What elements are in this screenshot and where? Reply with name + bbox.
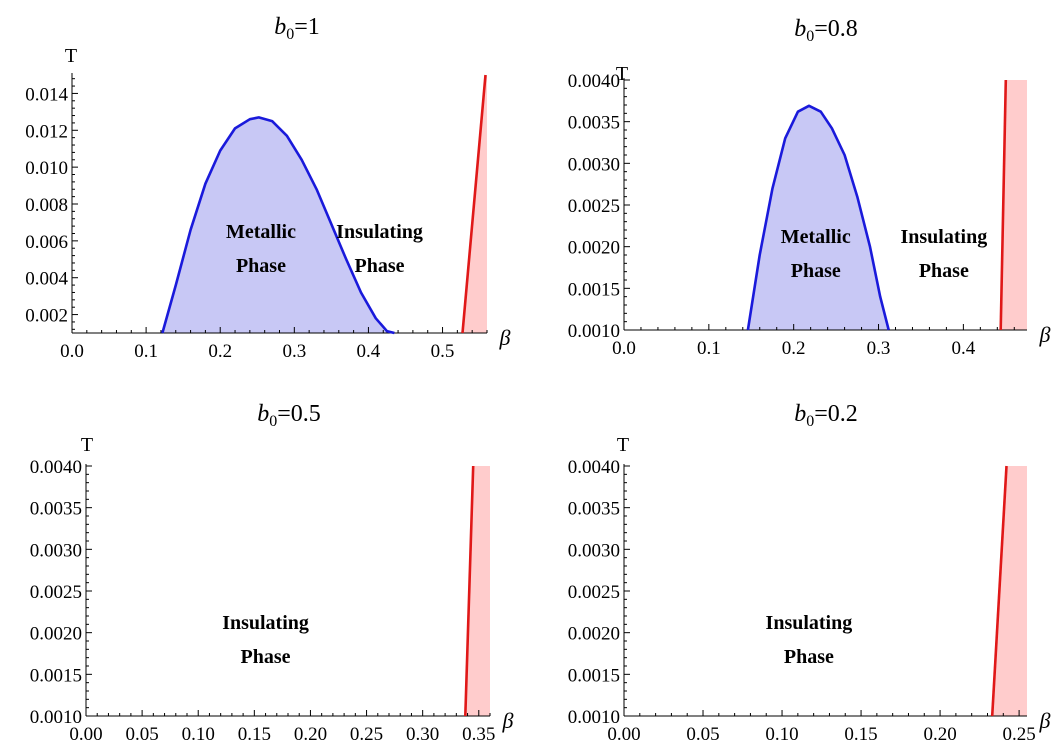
y-tick-label: 0.0015 (568, 665, 620, 686)
panel-title: b0=0.2 (794, 401, 858, 430)
region-annotation: Insulating Phase (766, 612, 853, 668)
x-tick-label: 0.4 (357, 341, 381, 362)
y-tick-label: 0.0030 (568, 154, 620, 175)
x-axis-label: β (1039, 708, 1051, 733)
y-tick-label: 0.0025 (568, 582, 620, 603)
y-tick-label: 0.0035 (568, 499, 620, 520)
y-tick-label: 0.0040 (30, 457, 82, 478)
x-tick-label: 0.0 (60, 341, 84, 362)
metallic-boundary-line (746, 104, 890, 331)
x-tick-label: 0.3 (282, 341, 306, 362)
y-axis-label: T (65, 45, 77, 67)
y-tick-label: 0.0015 (30, 665, 82, 686)
chart-panel-1: 0.0 0.1 0.2 0.3 0.4 0.5 0.002 0.004 0.006 0.008 0.… (25, 14, 510, 362)
x-tick-label: 0.3 (867, 338, 891, 359)
y-tick-label: 0.0020 (30, 624, 82, 645)
x-tick-label: 0.1 (697, 338, 721, 359)
y-tick-label: 0.012 (25, 121, 68, 142)
x-tick-label: 0.05 (686, 724, 719, 745)
y-tick-label: 0.0015 (568, 279, 620, 300)
x-tick-label: 0.20 (294, 724, 327, 745)
metallic-region-fill (747, 105, 889, 330)
x-tick-label: 0.25 (350, 724, 383, 745)
x-tick-label: 0.20 (923, 724, 956, 745)
y-tick-label: 0.002 (25, 306, 68, 327)
insulating-boundary-line (999, 79, 1008, 331)
y-tick-label: 0.014 (25, 84, 68, 105)
x-tick-label: 0.4 (951, 338, 975, 359)
chart-panel-2: 0.0 0.1 0.2 0.3 0.4 0.0010 0.0015 0.0020 0.0025 0… (568, 16, 1051, 359)
y-tick-label: 0.0010 (568, 321, 620, 342)
x-tick-label: 0.5 (431, 341, 455, 362)
y-tick-label: 0.0025 (568, 196, 620, 217)
x-tick-label: 0.00 (69, 724, 102, 745)
metallic-region-fill (162, 117, 395, 334)
x-tick-label: 0.05 (125, 724, 158, 745)
x-tick-label: 0.15 (238, 724, 271, 745)
y-tick-label: 0.006 (25, 232, 68, 253)
region-annotation: Metallic Phase (781, 226, 851, 282)
y-tick-label: 0.0040 (568, 71, 620, 92)
x-tick-label: 0.25 (1002, 724, 1035, 745)
panel-title: b0=1 (274, 14, 320, 43)
y-axis-label: T (617, 434, 629, 456)
y-tick-label: 0.0010 (568, 707, 620, 728)
y-tick-label: 0.0020 (568, 238, 620, 259)
insulating-boundary-line (461, 74, 487, 334)
y-tick-label: 0.0040 (568, 457, 620, 478)
insulating-boundary-line (990, 465, 1008, 717)
metallic-boundary-line (161, 116, 395, 335)
y-tick-label: 0.004 (25, 269, 68, 290)
x-tick-label: 0.2 (782, 338, 806, 359)
panel-title: b0=0.8 (794, 16, 858, 45)
x-tick-label: 0.10 (182, 724, 215, 745)
chart-panel-4: 0.00 0.05 0.10 0.15 0.20 0.25 0.0010 0.0015 0.00… (568, 401, 1051, 745)
x-tick-label: 0.1 (134, 341, 158, 362)
region-annotation: Insulating Phase (900, 226, 987, 282)
insulating-region-fill (1000, 80, 1027, 330)
x-tick-label: 0.2 (208, 341, 232, 362)
y-tick-label: 0.0010 (30, 707, 82, 728)
x-axis-label: β (499, 325, 511, 350)
y-tick-label: 0.010 (25, 158, 68, 179)
y-tick-label: 0.0030 (30, 540, 82, 561)
panel-title: b0=0.5 (257, 401, 321, 430)
x-axis-label: β (502, 708, 514, 733)
y-tick-label: 0.0025 (30, 582, 82, 603)
x-tick-label: 0.30 (406, 724, 439, 745)
region-annotation: Insulating Phase (222, 612, 309, 668)
y-axis-label: T (81, 434, 93, 456)
chart-panel-3: 0.00 0.05 0.10 0.15 0.20 0.25 0.30 0.35 0.0010 0.… (30, 401, 514, 745)
x-tick-label: 0.35 (462, 724, 495, 745)
insulating-region-fill (992, 466, 1027, 716)
y-tick-label: 0.008 (25, 195, 68, 216)
x-tick-label: 0.00 (607, 724, 640, 745)
y-tick-label: 0.0035 (30, 499, 82, 520)
insulating-boundary-line (464, 465, 475, 717)
x-tick-label: 0.0 (612, 338, 636, 359)
x-tick-label: 0.15 (844, 724, 877, 745)
region-annotation: Metallic Phase (226, 221, 296, 277)
region-annotation: Insulating Phase (336, 221, 423, 277)
y-tick-label: 0.0030 (568, 540, 620, 561)
y-tick-label: 0.0035 (568, 113, 620, 134)
y-tick-label: 0.0020 (568, 624, 620, 645)
y-axis-label: T (616, 63, 628, 85)
x-axis-label: β (1039, 322, 1051, 347)
x-tick-label: 0.10 (765, 724, 798, 745)
